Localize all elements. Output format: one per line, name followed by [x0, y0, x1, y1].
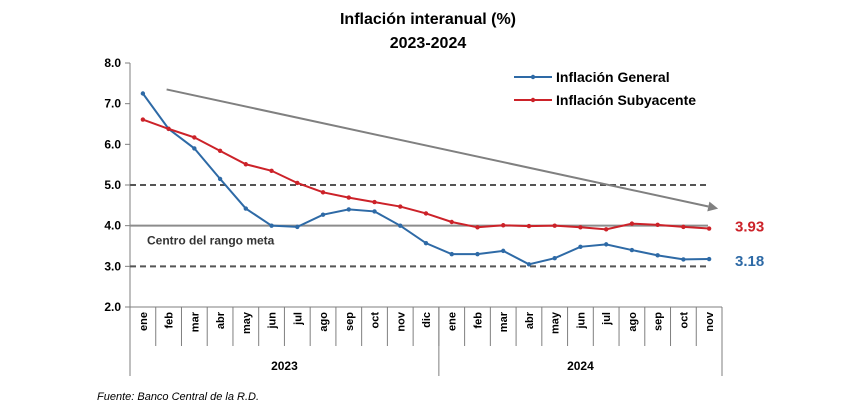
- x-tick-label: may: [241, 311, 253, 334]
- data-point: [681, 257, 686, 262]
- legend-label: Inflación General: [556, 69, 670, 85]
- x-tick-label: oct: [370, 312, 382, 329]
- data-point: [192, 135, 197, 140]
- x-tick-label: oct: [678, 312, 690, 329]
- x-tick-label: may: [550, 311, 562, 334]
- data-point: [552, 223, 557, 228]
- y-tick-label: 6.0: [104, 137, 121, 151]
- x-tick-label: nov: [395, 311, 407, 331]
- data-point: [501, 248, 506, 254]
- data-point: [423, 240, 429, 246]
- end-value-label: 3.18: [735, 253, 764, 270]
- legend-marker: [530, 97, 536, 103]
- data-point: [449, 219, 454, 225]
- y-tick-label: 8.0: [104, 56, 121, 70]
- y-tick-label: 7.0: [104, 97, 121, 111]
- legend-label: Inflación Subyacente: [556, 92, 696, 108]
- data-point: [320, 212, 326, 217]
- x-tick-label: feb: [164, 312, 176, 329]
- data-point: [475, 225, 480, 230]
- data-point: [166, 126, 171, 132]
- legend-marker: [530, 74, 536, 80]
- data-point: [372, 209, 377, 214]
- x-tick-label: sep: [653, 312, 665, 331]
- data-point: [217, 176, 223, 182]
- y-tick-label: 5.0: [104, 178, 121, 192]
- chart-title: Inflación interanual (%): [340, 11, 516, 28]
- data-point: [295, 180, 300, 186]
- x-tick-label: jul: [601, 312, 613, 326]
- axes: 2.0 3.0 4.0 5.0 6.0 7.0 8.0 ene feb mar abr may jun j…: [104, 56, 723, 376]
- data-point: [603, 227, 609, 232]
- data-point: [398, 223, 403, 228]
- data-point: [398, 204, 403, 209]
- data-point: [526, 223, 532, 229]
- x-tick-label: mar: [189, 311, 201, 332]
- data-point: [269, 168, 274, 173]
- x-tick-label: ago: [627, 312, 639, 332]
- x-tick-label: jun: [267, 312, 279, 330]
- data-point: [140, 91, 146, 96]
- chart-subtitle: 2023-2024: [390, 35, 467, 52]
- data-point: [449, 251, 454, 257]
- x-tick-label: sep: [344, 312, 356, 331]
- y-tick-label: 3.0: [104, 259, 121, 273]
- end-value-label: 3.93: [735, 219, 764, 236]
- data-point: [526, 262, 532, 267]
- source-note: Fuente: Banco Central de la R.D.: [97, 391, 259, 403]
- data-point: [346, 207, 351, 212]
- data-point: [629, 247, 635, 253]
- x-tick-label: ago: [318, 312, 330, 332]
- series-lines: [140, 91, 712, 267]
- trend-arrow-head: [707, 201, 719, 212]
- data-point: [629, 221, 635, 226]
- y-tick-label: 4.0: [104, 219, 121, 233]
- data-point: [269, 223, 274, 228]
- data-point: [243, 162, 249, 167]
- data-point: [655, 253, 660, 258]
- x-tick-label: feb: [472, 312, 484, 329]
- data-point: [578, 225, 583, 230]
- data-point: [320, 190, 326, 195]
- x-tick-label: jun: [575, 312, 587, 330]
- data-point: [475, 251, 480, 257]
- x-tick-label: ene: [138, 312, 150, 331]
- reference-line-label: Centro del rango meta: [147, 234, 275, 248]
- year-label: 2024: [567, 359, 594, 373]
- data-point: [603, 242, 609, 247]
- data-point: [423, 211, 429, 216]
- year-label: 2023: [271, 359, 298, 373]
- end-value-labels: 3.93 3.18: [735, 219, 764, 271]
- y-tick-label: 2.0: [104, 300, 121, 314]
- legend: Inflación General Inflación Subyacente: [514, 69, 696, 108]
- data-point: [681, 224, 686, 230]
- x-tick-label: nov: [704, 311, 716, 331]
- data-point: [140, 117, 146, 122]
- trend-arrow: [166, 88, 709, 208]
- x-tick-label: jul: [292, 312, 304, 326]
- x-tick-label: dic: [421, 312, 433, 328]
- data-point: [217, 148, 223, 154]
- data-point: [552, 256, 557, 261]
- x-tick-label: abr: [524, 311, 536, 329]
- data-point: [706, 256, 712, 262]
- data-point: [501, 223, 506, 228]
- data-point: [655, 222, 660, 228]
- x-tick-label: abr: [215, 311, 227, 329]
- trend-arrow-group: [166, 88, 719, 212]
- data-point: [346, 195, 351, 200]
- x-tick-label: ene: [447, 312, 459, 331]
- x-tick-label: mar: [498, 311, 510, 332]
- data-point: [243, 206, 249, 211]
- data-point: [578, 244, 583, 250]
- data-point: [295, 224, 300, 230]
- data-point: [192, 146, 197, 151]
- data-point: [372, 199, 377, 205]
- data-point: [706, 226, 712, 231]
